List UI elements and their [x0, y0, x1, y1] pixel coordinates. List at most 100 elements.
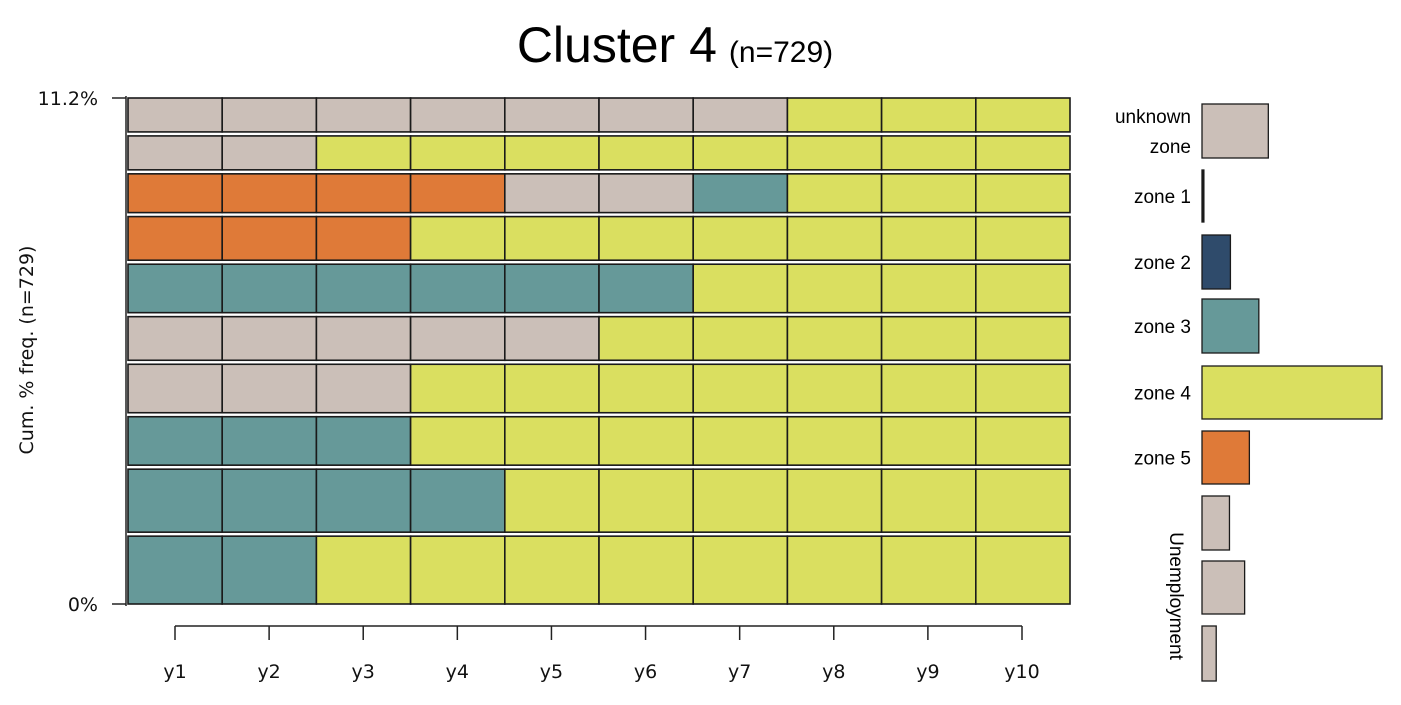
- sequence-cell-8-y10: [974, 173, 1071, 214]
- y-axis-label: Cum. % freq. (n=729): [16, 246, 38, 455]
- sequence-cell-9-y4: [409, 135, 506, 171]
- sequence-cell-10-y4: [409, 97, 506, 133]
- x-axis: y1 y2 y3 y4 y5 y6 y7 y8 y9 y10: [163, 626, 1040, 683]
- legend-bar-zone3: [1201, 298, 1260, 354]
- sequence-cell-3-y7: [692, 415, 789, 466]
- y-tick-label-bottom: 0%: [68, 594, 98, 616]
- x-tick-label-y3: y3: [352, 661, 375, 683]
- sequence-cell-9-y5: [503, 135, 600, 171]
- sequence-cell-4-y6: [598, 363, 694, 414]
- sequence-cell-10-y3: [315, 97, 412, 133]
- sequence-cell-3-y8: [786, 415, 883, 466]
- legend-label-zone2: zone 2: [1134, 253, 1191, 274]
- sequence-cell-8-y3: [315, 173, 412, 214]
- sequence-cell-1-y9: [880, 535, 977, 605]
- sequence-cell-4-y2: [221, 363, 318, 414]
- sequence-cell-1-y5: [503, 535, 600, 605]
- chart-title-subtitle: (n=729): [729, 36, 833, 69]
- legend-bar-zone5: [1201, 430, 1251, 485]
- sequence-cell-5-y9: [880, 315, 977, 362]
- sequence-cell-9-y2: [221, 135, 318, 171]
- x-tick-label-y4: y4: [446, 661, 469, 683]
- sequence-cell-4-y10: [974, 363, 1071, 414]
- sequence-cell-6-y4: [409, 263, 506, 314]
- sequence-cell-7-y9: [880, 215, 977, 262]
- sequence-cell-5-y6: [598, 315, 694, 362]
- sequence-cell-4-y8: [786, 363, 883, 414]
- sequence-cell-6-y10: [974, 263, 1071, 314]
- legend-bar-unknown: [1201, 103, 1269, 159]
- sequence-cell-7-y5: [503, 215, 600, 262]
- legend-label-unknown: unknown zone: [1115, 107, 1191, 158]
- sequence-cell-7-y10: [974, 215, 1071, 262]
- sequence-cell-10-y8: [786, 97, 883, 133]
- sequence-cell-10-y7: [692, 97, 789, 133]
- sequence-cell-2-y6: [598, 468, 694, 533]
- sequence-cell-2-y3: [315, 468, 412, 533]
- sequence-cell-5-y4: [409, 315, 506, 362]
- sequence-cell-9-y6: [598, 135, 694, 171]
- legend-bar-zone2: [1201, 234, 1232, 290]
- sequence-cell-4-y3: [315, 363, 412, 414]
- sequence-cell-6-y7: [692, 263, 789, 314]
- sequence-cell-8-y7: [692, 173, 789, 214]
- sequence-cell-2-y5: [503, 468, 600, 533]
- sequence-cell-10-y5: [503, 97, 600, 133]
- sequence-cell-1-y8: [786, 535, 883, 605]
- chart-title-main: Cluster 4: [517, 17, 717, 73]
- sequence-cell-7-y6: [598, 215, 694, 262]
- legend-label-zone5: zone 5: [1134, 449, 1191, 470]
- legend-label-zone3: zone 3: [1134, 317, 1191, 338]
- sequence-cell-9-y1: [127, 135, 223, 171]
- sequence-cell-5-y2: [221, 315, 318, 362]
- sequence-cell-8-y8: [786, 173, 883, 214]
- sequence-cell-3-y10: [974, 415, 1071, 466]
- sequence-cell-7-y8: [786, 215, 883, 262]
- sequence-cell-10-y9: [880, 97, 977, 133]
- legend-label-zone4: zone 4: [1134, 384, 1191, 405]
- sequence-cell-9-y3: [315, 135, 412, 171]
- sequence-cell-10-y10: [974, 97, 1071, 133]
- sequence-cell-10-y1: [127, 97, 223, 133]
- sequence-cell-3-y6: [598, 415, 694, 466]
- sequence-cell-10-y2: [221, 97, 318, 133]
- sequence-cell-1-y1: [127, 535, 223, 605]
- sequence-cell-3-y1: [127, 415, 223, 466]
- sequence-cell-4-y9: [880, 363, 977, 414]
- sequence-cell-9-y7: [692, 135, 789, 171]
- sequence-cell-3-y5: [503, 415, 600, 466]
- sequence-cell-2-y1: [127, 468, 223, 533]
- sequence-cell-8-y4: [409, 173, 506, 214]
- sequence-cell-9-y9: [880, 135, 977, 171]
- legend-bar-unemp3: [1201, 625, 1217, 682]
- sequence-cell-8-y1: [127, 173, 223, 214]
- sequence-cell-7-y7: [692, 215, 789, 262]
- sequence-cell-6-y6: [598, 263, 694, 314]
- legend-label-zone1: zone 1: [1134, 187, 1191, 208]
- sequence-cell-2-y7: [692, 468, 789, 533]
- sequence-cell-5-y3: [315, 315, 412, 362]
- sequence-cell-6-y8: [786, 263, 883, 314]
- legend-bar-zone1: [1201, 169, 1205, 223]
- sequence-cell-5-y7: [692, 315, 789, 362]
- x-tick-label-y10: y10: [1004, 661, 1039, 683]
- x-tick-label-y8: y8: [822, 661, 845, 683]
- legend-bar-zone4: [1201, 365, 1383, 420]
- sequence-cell-8-y6: [598, 173, 694, 214]
- sequence-cell-5-y10: [974, 315, 1071, 362]
- sequence-cell-5-y5: [503, 315, 600, 362]
- sequence-cell-2-y10: [974, 468, 1071, 533]
- x-tick-label-y5: y5: [540, 661, 563, 683]
- sequence-cell-6-y5: [503, 263, 600, 314]
- plot-area: [127, 97, 1071, 605]
- sequence-cell-3-y3: [315, 415, 412, 466]
- sequence-cell-4-y4: [409, 363, 506, 414]
- sequence-cell-7-y3: [315, 215, 412, 262]
- legend-bar-unemp2: [1201, 560, 1246, 615]
- sequence-cell-8-y9: [880, 173, 977, 214]
- sequence-cell-1-y7: [692, 535, 789, 605]
- sequence-cell-1-y2: [221, 535, 318, 605]
- legend: unknown zone zone 1 zone 2 zone 3 zone 4 zone …: [1115, 103, 1383, 682]
- sequence-cell-4-y5: [503, 363, 600, 414]
